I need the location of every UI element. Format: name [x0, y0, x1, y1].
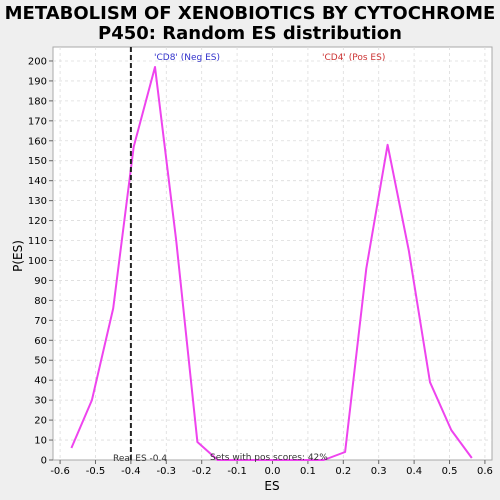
x-axis-label: ES [264, 479, 279, 493]
y-tick-label: 10 [34, 436, 47, 447]
x-tick-label: -0.6 [50, 466, 70, 477]
x-tick-label: -0.5 [86, 466, 106, 477]
y-tick-label: 100 [28, 256, 47, 267]
x-tick-label: -0.2 [192, 466, 212, 477]
y-tick-label: 200 [28, 56, 47, 67]
x-tick-label: -0.4 [121, 466, 141, 477]
y-tick-label: 90 [34, 276, 47, 287]
y-tick-label: 130 [28, 196, 47, 207]
y-tick-label: 0 [41, 456, 47, 467]
y-tick-label: 170 [28, 116, 47, 127]
real-es-label: Real ES -0.4 [113, 454, 167, 464]
x-tick-label: -0.1 [227, 466, 247, 477]
neg-es-label: 'CD8' (Neg ES) [154, 53, 220, 63]
x-tick-label: 0.4 [406, 466, 422, 477]
y-tick-label: 80 [34, 296, 47, 307]
y-tick-label: 140 [28, 176, 47, 187]
y-axis-ticks: 0 10 20 30 40 50 60 70 80 90 100 110 120 130 140 150 160… [28, 56, 53, 467]
chart-title-line1: METABOLISM OF XENOBIOTICS BY CYTOCHROME [5, 3, 496, 24]
x-tick-label: 0.3 [371, 466, 387, 477]
es-distribution-line [70, 66, 473, 461]
y-tick-label: 20 [34, 416, 47, 427]
y-tick-label: 150 [28, 156, 47, 167]
x-tick-label: 0.2 [335, 466, 351, 477]
pos-es-label: 'CD4' (Pos ES) [322, 53, 385, 63]
y-tick-label: 30 [34, 396, 47, 407]
y-tick-label: 190 [28, 76, 47, 87]
y-tick-label: 50 [34, 356, 47, 367]
x-tick-label: 0.1 [300, 466, 316, 477]
x-tick-label: 0.5 [442, 466, 458, 477]
x-tick-label: -0.3 [157, 466, 177, 477]
y-tick-label: 110 [28, 236, 47, 247]
x-tick-label: 0.0 [265, 466, 281, 477]
x-axis-ticks: -0.6 -0.5 -0.4 -0.3 -0.2 -0.1 0.0 0.1 0.2 0.3 0.4 0… [50, 460, 493, 477]
y-tick-label: 120 [28, 216, 47, 227]
sets-pos-scores-label: Sets with pos scores: 42% [210, 453, 328, 463]
series-layer [70, 66, 473, 461]
y-axis-label: P(ES) [11, 240, 25, 272]
y-tick-label: 160 [28, 136, 47, 147]
chart-title-line2: P450: Random ES distribution [98, 23, 402, 44]
y-tick-label: 60 [34, 336, 47, 347]
y-tick-label: 40 [34, 376, 47, 387]
y-tick-label: 180 [28, 96, 47, 107]
y-tick-label: 70 [34, 316, 47, 327]
x-tick-label: 0.6 [477, 466, 493, 477]
